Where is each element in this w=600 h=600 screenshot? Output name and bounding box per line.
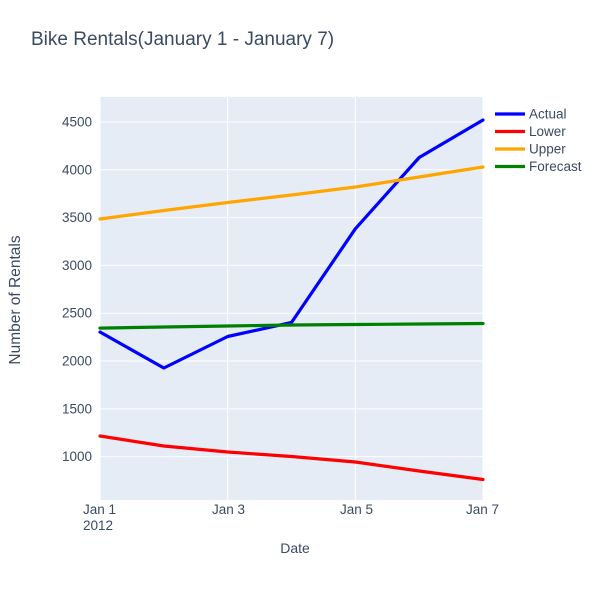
svg-text:4500: 4500	[62, 115, 92, 130]
svg-text:Upper: Upper	[529, 142, 566, 157]
svg-text:4000: 4000	[62, 162, 92, 177]
svg-text:Actual: Actual	[529, 107, 567, 122]
svg-text:1500: 1500	[62, 401, 92, 416]
svg-text:2012: 2012	[83, 518, 113, 533]
svg-text:Jan 7: Jan 7	[466, 502, 499, 517]
svg-text:3500: 3500	[62, 210, 92, 225]
svg-text:Jan 5: Jan 5	[340, 502, 373, 517]
svg-text:2500: 2500	[62, 306, 92, 321]
svg-text:2000: 2000	[62, 354, 92, 369]
svg-text:Jan 1: Jan 1	[83, 502, 116, 517]
svg-text:1000: 1000	[62, 449, 92, 464]
svg-text:Jan 3: Jan 3	[212, 502, 245, 517]
svg-text:Lower: Lower	[529, 124, 566, 139]
svg-text:Forecast: Forecast	[529, 159, 582, 174]
svg-text:3000: 3000	[62, 258, 92, 273]
